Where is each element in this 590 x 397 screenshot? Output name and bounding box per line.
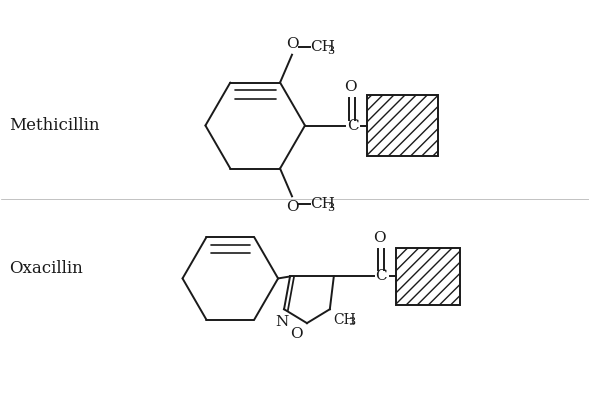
Text: N: N: [276, 315, 289, 329]
Text: Methicillin: Methicillin: [9, 117, 100, 134]
Text: O: O: [286, 200, 299, 214]
Text: CH: CH: [310, 40, 335, 54]
Bar: [366, 95, 438, 156]
Text: CH: CH: [310, 197, 335, 211]
Text: O: O: [286, 37, 299, 51]
Text: Oxacillin: Oxacillin: [9, 260, 83, 277]
Text: C: C: [376, 270, 387, 283]
Text: 3: 3: [327, 46, 335, 56]
Text: 3: 3: [348, 317, 355, 327]
Text: O: O: [290, 327, 303, 341]
Text: 3: 3: [327, 203, 335, 213]
Text: O: O: [345, 80, 357, 94]
Text: O: O: [373, 231, 386, 245]
Bar: [395, 248, 460, 305]
Text: CH: CH: [333, 313, 355, 327]
Text: C: C: [347, 119, 358, 133]
